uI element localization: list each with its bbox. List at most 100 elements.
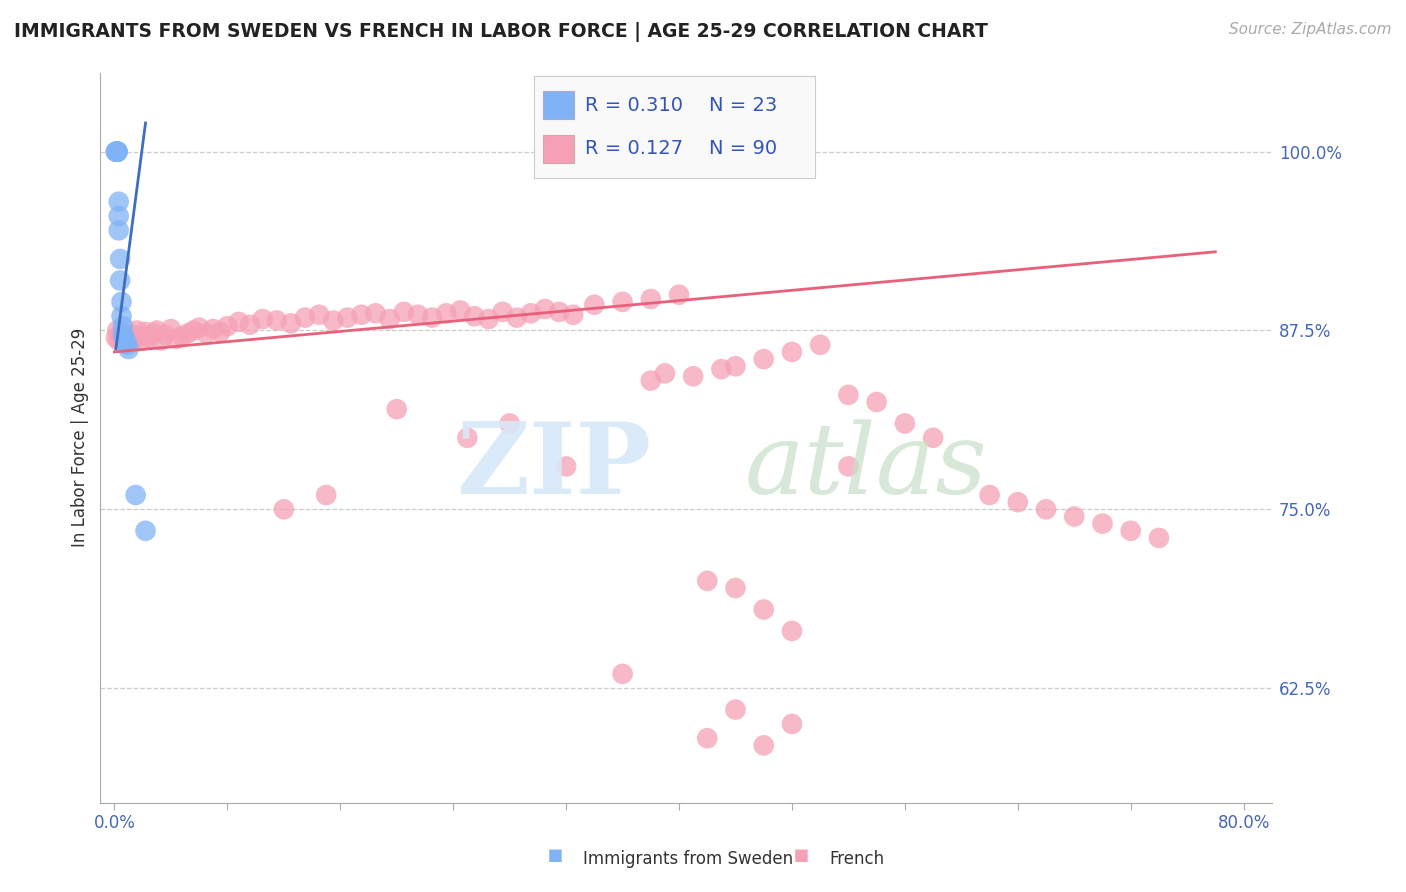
Point bbox=[837, 388, 859, 402]
Point bbox=[1119, 524, 1142, 538]
Point bbox=[696, 574, 718, 588]
Point bbox=[922, 431, 945, 445]
Text: N = 90: N = 90 bbox=[709, 139, 776, 159]
Point bbox=[724, 359, 747, 374]
Point bbox=[322, 313, 344, 327]
Point bbox=[752, 739, 775, 753]
Text: ZIP: ZIP bbox=[456, 418, 651, 516]
Point bbox=[209, 325, 232, 339]
Point bbox=[612, 666, 634, 681]
Point bbox=[710, 362, 733, 376]
Point bbox=[456, 431, 478, 445]
Point bbox=[364, 306, 387, 320]
Point bbox=[217, 319, 239, 334]
Point bbox=[315, 488, 337, 502]
Point bbox=[280, 316, 302, 330]
Point bbox=[1035, 502, 1057, 516]
Point bbox=[477, 312, 499, 326]
Text: N = 23: N = 23 bbox=[709, 95, 778, 115]
Point bbox=[780, 624, 803, 638]
Point bbox=[583, 298, 606, 312]
Point bbox=[131, 334, 153, 348]
Point bbox=[780, 717, 803, 731]
Point bbox=[780, 345, 803, 359]
Text: Source: ZipAtlas.com: Source: ZipAtlas.com bbox=[1229, 22, 1392, 37]
Text: IMMIGRANTS FROM SWEDEN VS FRENCH IN LABOR FORCE | AGE 25-29 CORRELATION CHART: IMMIGRANTS FROM SWEDEN VS FRENCH IN LABO… bbox=[14, 22, 988, 42]
Point bbox=[420, 310, 443, 325]
Point bbox=[894, 417, 917, 431]
Point bbox=[498, 417, 520, 431]
Point bbox=[117, 334, 139, 348]
Point bbox=[183, 324, 205, 338]
Point bbox=[385, 402, 408, 417]
Point bbox=[1147, 531, 1170, 545]
Point bbox=[378, 312, 401, 326]
Point bbox=[1007, 495, 1029, 509]
Point bbox=[696, 731, 718, 746]
Point bbox=[273, 502, 295, 516]
Point bbox=[506, 310, 529, 325]
Point bbox=[120, 327, 142, 342]
Point bbox=[150, 334, 173, 348]
Point bbox=[866, 395, 889, 409]
Point bbox=[612, 294, 634, 309]
Point bbox=[202, 322, 225, 336]
Text: ▪: ▪ bbox=[547, 843, 564, 867]
Point bbox=[463, 309, 485, 323]
Point bbox=[105, 145, 128, 159]
Point bbox=[104, 145, 127, 159]
Point bbox=[108, 273, 131, 287]
Point bbox=[111, 319, 134, 334]
Point bbox=[562, 308, 585, 322]
Y-axis label: In Labor Force | Age 25-29: In Labor Force | Age 25-29 bbox=[72, 328, 89, 548]
Point bbox=[110, 294, 132, 309]
Point bbox=[105, 145, 128, 159]
Point bbox=[668, 287, 690, 301]
Text: Immigrants from Sweden: Immigrants from Sweden bbox=[583, 850, 793, 868]
Point bbox=[146, 324, 169, 338]
Point bbox=[640, 292, 662, 306]
Point bbox=[752, 602, 775, 616]
Point bbox=[682, 369, 704, 384]
Point bbox=[117, 342, 139, 356]
Point bbox=[350, 308, 373, 322]
Point bbox=[239, 318, 262, 332]
Point bbox=[392, 305, 415, 319]
Point bbox=[534, 301, 557, 316]
Point bbox=[105, 145, 128, 159]
Text: R = 0.310: R = 0.310 bbox=[585, 95, 683, 115]
Text: atlas: atlas bbox=[745, 419, 987, 515]
Point bbox=[188, 320, 211, 334]
Point bbox=[107, 194, 129, 209]
Point bbox=[195, 326, 218, 341]
Point bbox=[837, 459, 859, 474]
Point bbox=[124, 488, 146, 502]
Point bbox=[115, 331, 138, 345]
Point bbox=[115, 338, 138, 352]
Point bbox=[654, 367, 676, 381]
Point bbox=[640, 374, 662, 388]
Point bbox=[160, 322, 183, 336]
Point bbox=[1091, 516, 1114, 531]
FancyBboxPatch shape bbox=[543, 135, 574, 163]
Point bbox=[134, 524, 156, 538]
Point bbox=[724, 703, 747, 717]
Point bbox=[449, 303, 471, 318]
Text: ▪: ▪ bbox=[793, 843, 810, 867]
Point bbox=[172, 329, 194, 343]
Point bbox=[555, 459, 578, 474]
Point bbox=[105, 145, 128, 159]
Point bbox=[724, 581, 747, 595]
Point bbox=[114, 336, 136, 351]
Point bbox=[128, 329, 150, 343]
Point bbox=[294, 310, 316, 325]
Point bbox=[122, 332, 145, 346]
Point bbox=[308, 308, 330, 322]
Point bbox=[548, 305, 571, 319]
Point bbox=[111, 326, 134, 341]
Point bbox=[104, 331, 127, 345]
Point bbox=[406, 308, 429, 322]
Point bbox=[107, 223, 129, 237]
Point bbox=[111, 327, 134, 342]
Point bbox=[112, 331, 135, 345]
